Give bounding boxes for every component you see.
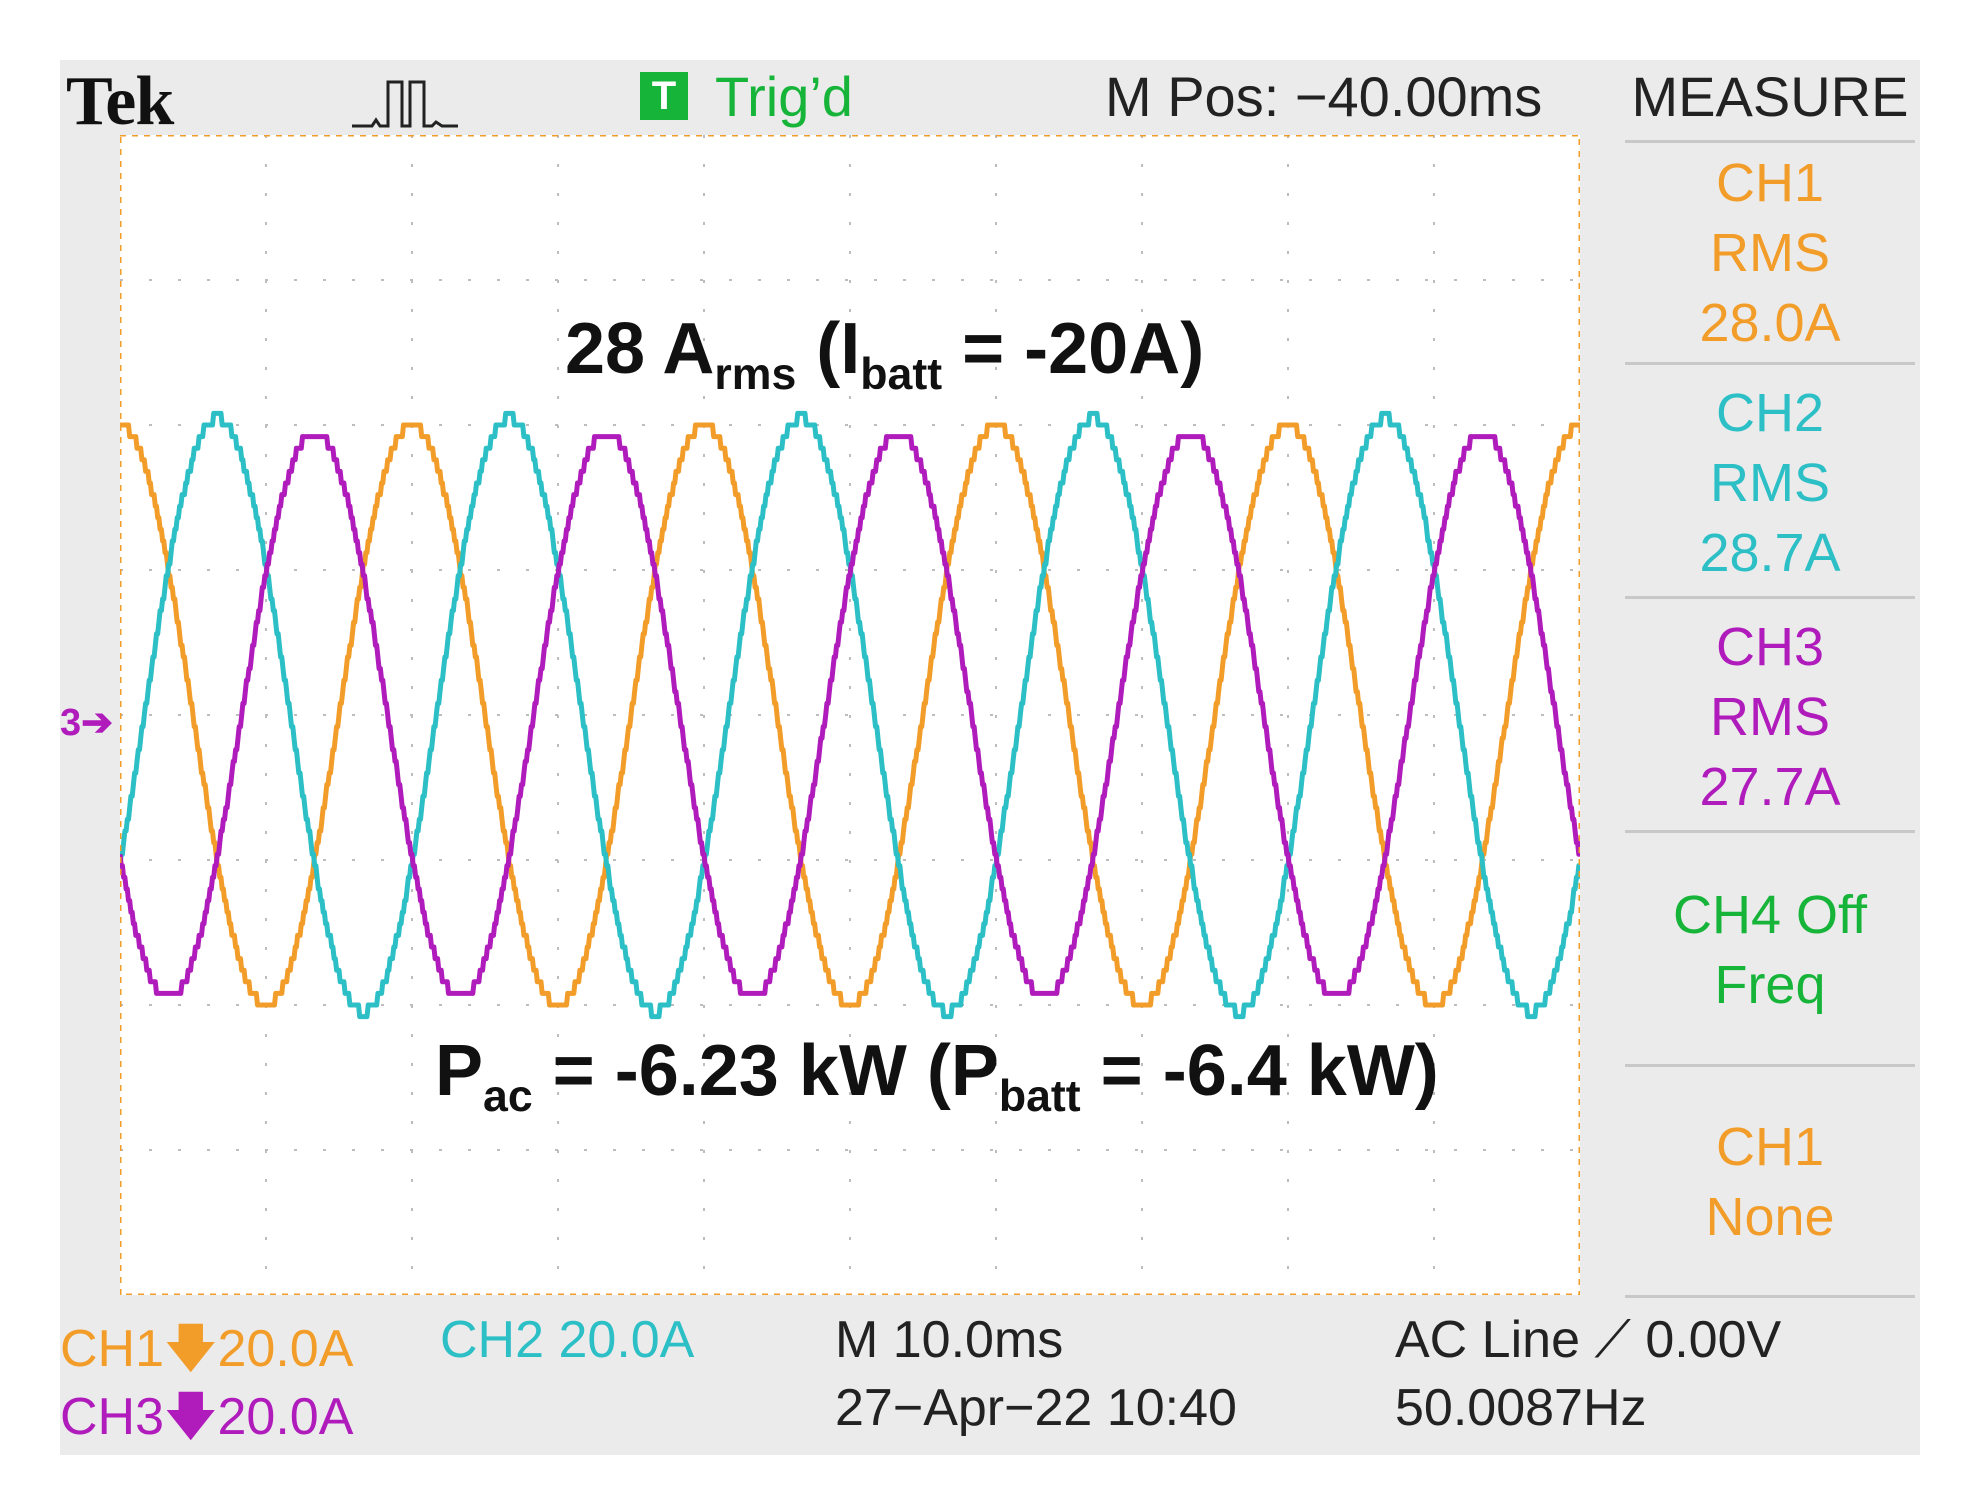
measure-label: CH1 [1715, 153, 1825, 213]
measure-label: CH3 [1715, 617, 1825, 677]
measure-label: CH1 [1715, 1117, 1825, 1177]
oscilloscope-display: Tek T Trig’d M Pos: −40.00ms 🡇 MEASURE C… [60, 60, 1920, 1455]
measure-divider [1625, 596, 1915, 599]
m-pos-readout: M Pos: −40.00ms [1105, 65, 1543, 128]
ch1-scale: CH1🡇20.0A [60, 1320, 354, 1378]
measure-divider [1625, 362, 1915, 365]
measure-value: 28.7A [1699, 523, 1841, 583]
measure-ch2-rms[interactable]: CH2 RMS 28.7A [1625, 378, 1915, 588]
trigger-setting: AC Line ⟋ 0.00V [1395, 1311, 1782, 1369]
measure-divider [1625, 830, 1915, 833]
trigger-status: Trig’d [715, 65, 853, 128]
measure-ch1-rms[interactable]: CH1 RMS 28.0A [1625, 148, 1915, 358]
ch1-ground-arrow-icon: 🡇 [164, 1320, 218, 1378]
measure-title: MEASURE [1631, 65, 1909, 128]
trigger-badge: T [640, 72, 688, 120]
traces [120, 410, 1580, 1020]
waveform-screen [120, 135, 1580, 1295]
measure-label: CH4 Off [1672, 885, 1868, 945]
graticule [120, 135, 1580, 1295]
power-annotation: Pac = -6.23 kW (Pbatt = -6.4 kW) [435, 1031, 1439, 1121]
measure-ch4-freq[interactable]: CH4 Off Freq [1625, 880, 1915, 1020]
acquisition-icon [352, 80, 458, 128]
measure-divider [1625, 1295, 1915, 1298]
measure-type: None [1705, 1187, 1835, 1247]
measure-label: CH2 [1715, 383, 1825, 443]
measure-ch1-none[interactable]: CH1 None [1625, 1112, 1915, 1252]
timebase: M 10.0ms [835, 1311, 1064, 1369]
rising-edge-icon: ⟋ [1594, 1311, 1631, 1369]
measure-type: Freq [1714, 955, 1826, 1015]
measure-ch3-rms[interactable]: CH3 RMS 27.7A [1625, 612, 1915, 822]
date-time: 27−Apr−22 10:40 [835, 1379, 1237, 1437]
ch3-ground-arrow-icon: 🡇 [164, 1388, 218, 1446]
ch3-scale: CH3🡇20.0A [60, 1388, 354, 1446]
measure-divider [1625, 1064, 1915, 1067]
measure-type: RMS [1710, 223, 1830, 283]
measure-divider [1625, 140, 1915, 143]
measure-value: 27.7A [1699, 757, 1841, 817]
ch3-ground-marker: 3➔ [60, 702, 113, 744]
brand-logo: Tek [66, 63, 174, 140]
measure-value: 28.0A [1699, 293, 1841, 353]
frequency-readout: 50.0087Hz [1395, 1379, 1647, 1437]
measure-type: RMS [1710, 687, 1830, 747]
ch2-scale: CH2 20.0A [440, 1311, 695, 1369]
trace-ch3 [120, 434, 1580, 996]
measure-type: RMS [1710, 453, 1830, 513]
current-annotation: 28 Arms (Ibatt = -20A) [565, 309, 1205, 399]
